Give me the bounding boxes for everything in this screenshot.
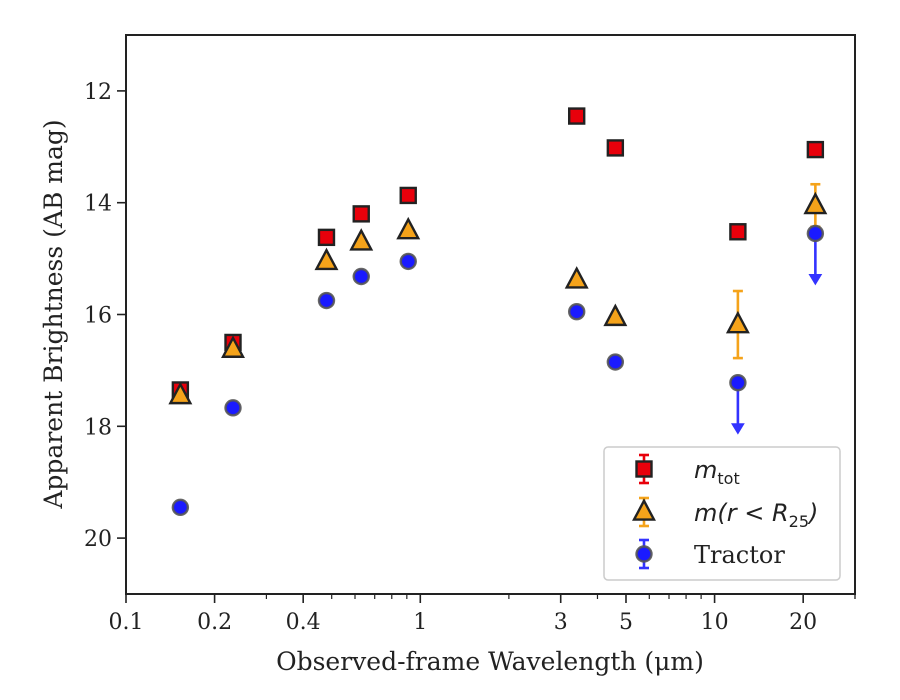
x-tick-label: 20 — [789, 610, 817, 635]
data-point — [725, 310, 750, 334]
data-point — [317, 228, 336, 247]
legend-marker — [635, 460, 653, 478]
upper-limit-arrow-head — [731, 423, 745, 435]
legend-entry: mtot — [635, 453, 740, 488]
data-point — [568, 107, 586, 125]
legend-label: mtot — [694, 456, 740, 488]
legend-entry: Tractor — [635, 538, 785, 570]
y-tick-label: 20 — [84, 527, 112, 552]
data-point — [806, 140, 825, 159]
data-point — [606, 353, 625, 371]
legend-marker — [632, 498, 656, 521]
data-point — [603, 303, 628, 327]
y-tick-label: 16 — [84, 304, 112, 329]
legend-box — [603, 446, 841, 581]
legend-marker — [635, 545, 653, 563]
y-tick-label: 14 — [84, 192, 112, 217]
data-point — [806, 224, 825, 243]
legend-label: Tractor — [694, 541, 785, 569]
x-tick-label: 10 — [701, 610, 729, 635]
x-axis: 0.1 0.2 0.4 1 3 5 10 20 — [109, 594, 856, 635]
data-point — [317, 291, 336, 310]
legend-label: m(r < R25) — [694, 499, 818, 531]
data-point — [399, 186, 417, 205]
x-tick-label: 3 — [554, 610, 568, 635]
y-tick-label: 12 — [84, 80, 112, 105]
x-tick-label: 0.4 — [286, 610, 321, 635]
y-tick-label: 18 — [84, 415, 112, 440]
data-point — [352, 205, 370, 223]
y-axis: 12 14 16 18 20 — [84, 80, 126, 552]
data-point — [803, 191, 828, 215]
data-point — [314, 247, 339, 271]
x-tick-label: 5 — [619, 610, 633, 635]
data-point — [568, 303, 586, 321]
upper-limit-arrow-head — [808, 273, 823, 286]
data-marks — [168, 107, 828, 517]
y-axis-title: Apparent Brightness (AB mag) — [39, 119, 68, 509]
data-point — [564, 266, 589, 289]
data-point — [352, 267, 370, 286]
data-point — [168, 381, 193, 405]
data-point — [729, 373, 747, 392]
data-point — [606, 139, 625, 157]
x-axis-title: Observed-frame Wavelength (μm) — [276, 647, 704, 676]
x-tick-label: 0.2 — [197, 610, 232, 635]
data-point — [171, 498, 190, 517]
data-point — [349, 228, 374, 251]
data-point — [729, 223, 747, 241]
legend: mtot m(r < R25) Tractor — [603, 446, 841, 581]
series-tractor — [171, 224, 825, 517]
data-point — [224, 399, 242, 417]
x-tick-label: 1 — [413, 610, 427, 635]
data-point — [221, 335, 245, 358]
data-point — [396, 216, 421, 240]
series-m-tot — [171, 107, 825, 399]
x-tick-label: 0.1 — [109, 610, 144, 635]
data-point — [399, 252, 417, 271]
series-m-r25 — [168, 182, 828, 405]
legend-entry: m(r < R25) — [632, 496, 818, 531]
